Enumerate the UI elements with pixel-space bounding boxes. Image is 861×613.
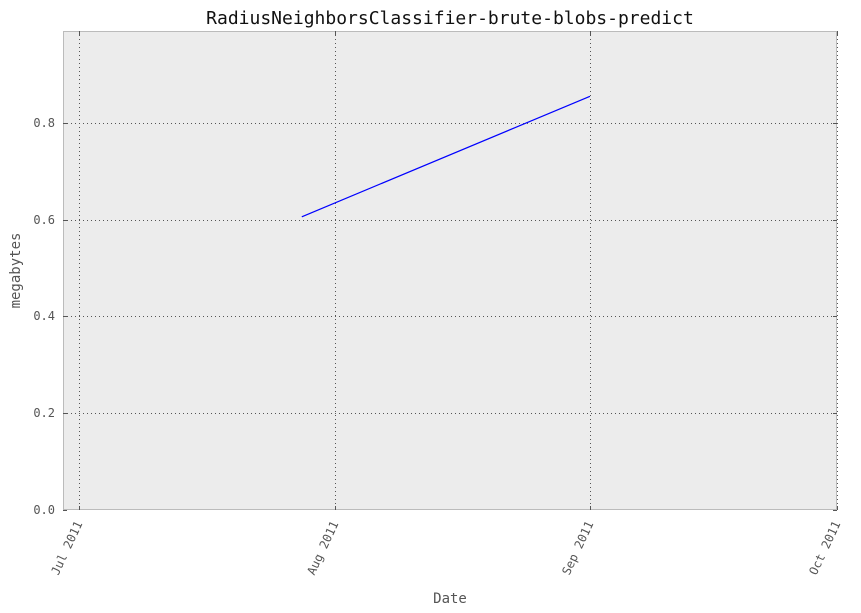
y-axis-ticks: 0.0 0.2 0.4 0.6 0.8: [33, 116, 837, 517]
y-axis-label: megabytes: [8, 233, 24, 309]
x-axis-label: Date: [433, 591, 467, 607]
y-gridlines: [63, 123, 837, 414]
y-tick-label: 0.2: [33, 406, 55, 420]
y-tick-label: 0.8: [33, 116, 55, 130]
plot-frame: [63, 31, 837, 510]
chart-title: RadiusNeighborsClassifier-brute-blobs-pr…: [206, 8, 694, 29]
series-line: [301, 95, 591, 218]
x-tick-label: Oct 2011: [806, 519, 843, 577]
y-tick-label: 0.4: [33, 309, 55, 323]
series-layer: [301, 95, 591, 218]
plot-area: [63, 31, 837, 510]
x-tick-label: Aug 2011: [304, 519, 341, 577]
y-tick-label: 0.6: [33, 213, 55, 227]
y-tick-label: 0.0: [33, 503, 55, 517]
x-tick-label: Jul 2011: [48, 519, 85, 577]
x-tick-label: Sep 2011: [559, 519, 596, 577]
